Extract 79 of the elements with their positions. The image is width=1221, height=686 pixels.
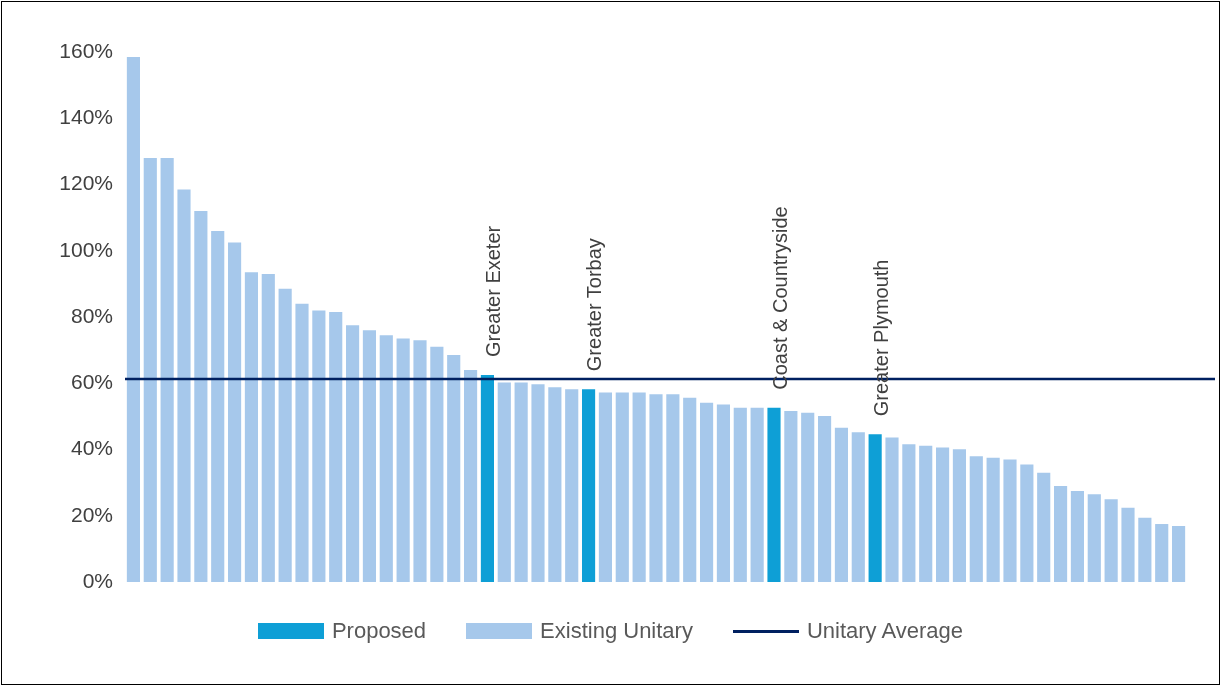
bar xyxy=(1054,485,1068,582)
bar xyxy=(700,402,714,582)
bar xyxy=(1121,507,1135,582)
bar xyxy=(430,346,444,582)
bar xyxy=(413,340,427,582)
legend-label: Existing Unitary xyxy=(540,618,693,644)
bar xyxy=(126,56,140,582)
bar xyxy=(228,242,242,582)
bar xyxy=(801,412,815,582)
bar xyxy=(1087,494,1101,582)
y-tick-label: 40% xyxy=(70,436,113,460)
bar xyxy=(683,397,697,582)
bar xyxy=(902,444,916,582)
y-tick-label: 100% xyxy=(59,237,113,261)
bar xyxy=(1172,526,1186,582)
bar xyxy=(1070,490,1084,582)
bar xyxy=(531,384,545,582)
bar xyxy=(733,407,747,582)
bar xyxy=(969,456,983,582)
bar xyxy=(1020,464,1034,582)
bar xyxy=(868,434,882,582)
bar xyxy=(346,325,360,582)
bar xyxy=(194,211,208,582)
bar xyxy=(885,437,899,582)
y-tick-label: 60% xyxy=(70,370,113,394)
bar xyxy=(834,427,848,582)
bar xyxy=(936,447,950,582)
bar xyxy=(379,335,393,582)
bar xyxy=(750,407,764,582)
y-tick-label: 0% xyxy=(82,568,113,592)
data-label: Greater Torbay xyxy=(583,238,606,372)
bar xyxy=(177,189,191,582)
bar xyxy=(1138,517,1152,582)
bar xyxy=(548,387,562,582)
bar xyxy=(649,394,663,582)
bar xyxy=(986,457,1000,582)
bar xyxy=(615,392,629,582)
bar xyxy=(312,310,326,582)
bar xyxy=(598,392,612,582)
bar xyxy=(244,272,258,582)
bar xyxy=(396,338,410,582)
bar xyxy=(447,355,461,582)
bar xyxy=(160,158,174,582)
bar xyxy=(278,288,292,582)
bar xyxy=(565,389,579,582)
bar xyxy=(784,411,798,582)
data-label: Coast & Countryside xyxy=(768,206,791,390)
bar xyxy=(362,330,376,582)
bar xyxy=(261,273,275,582)
bar xyxy=(1104,499,1118,582)
y-tick-label: 140% xyxy=(59,105,113,129)
bar xyxy=(919,445,933,582)
bar xyxy=(818,416,832,582)
bar xyxy=(767,407,781,582)
y-tick-label: 80% xyxy=(70,303,113,327)
bar xyxy=(143,158,157,582)
data-label: Greater Plymouth xyxy=(869,259,892,417)
bar xyxy=(464,370,478,582)
bar xyxy=(716,404,730,582)
y-tick-label: 120% xyxy=(59,171,113,195)
bar xyxy=(211,230,225,582)
bar xyxy=(632,392,646,582)
legend-label: Proposed xyxy=(331,618,427,644)
bar xyxy=(1003,459,1017,582)
bar xyxy=(514,382,528,582)
bar xyxy=(952,449,966,582)
y-tick-label: 160% xyxy=(59,38,113,62)
legend-label: Unitary Average xyxy=(806,618,964,644)
data-label: Greater Exeter xyxy=(481,225,504,357)
bar xyxy=(582,389,596,582)
bar xyxy=(329,312,343,582)
bar xyxy=(497,382,511,582)
bar xyxy=(1155,524,1169,582)
bar xyxy=(295,303,309,582)
bar xyxy=(1037,472,1051,582)
bar xyxy=(851,432,865,582)
bar xyxy=(666,394,680,582)
bar xyxy=(480,374,494,582)
y-tick-label: 20% xyxy=(70,502,113,526)
